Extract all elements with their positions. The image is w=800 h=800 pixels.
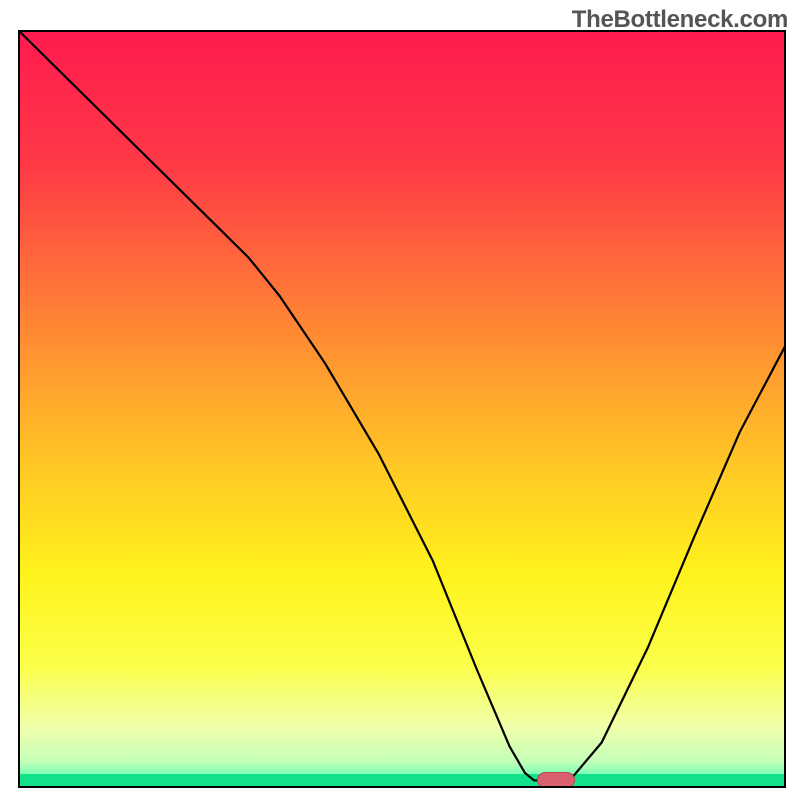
chart-container: TheBottleneck.com — [0, 0, 800, 800]
plot-area — [18, 30, 786, 788]
optimal-marker — [537, 772, 575, 788]
curve-path — [18, 30, 786, 780]
bottleneck-curve — [18, 30, 786, 788]
